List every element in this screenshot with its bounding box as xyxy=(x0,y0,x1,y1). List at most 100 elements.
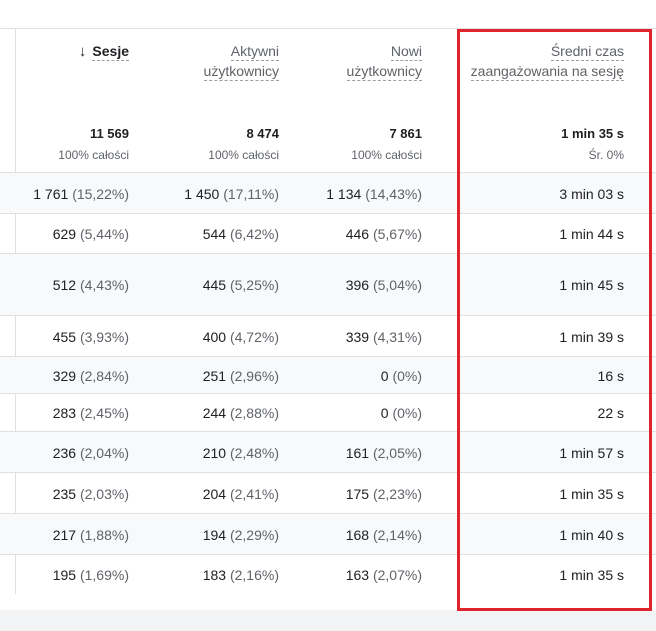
table-row[interactable]: 329 (2,84%) 251 (2,96%) 0 (0%) 16 s xyxy=(0,356,656,394)
subtotal-new-users: 100% całości xyxy=(351,148,422,162)
sessions-cell: 283 (2,45%) xyxy=(53,405,129,421)
avg-engagement-time-cell-value: 1 min 44 s xyxy=(559,226,624,242)
avg-engagement-time-cell: 3 min 03 s xyxy=(559,186,624,202)
new-users-cell-value: 175 xyxy=(345,485,370,502)
new-users-cell: 175 (2,23%) xyxy=(346,486,422,502)
new-users-cell-value: 339 xyxy=(345,328,370,345)
table-row[interactable]: 236 (2,04%) 210 (2,48%) 161 (2,05%) 1 min 5… xyxy=(0,431,656,473)
sessions-cell: 512 (4,43%) xyxy=(53,277,129,293)
sessions-cell-value: 1 761 xyxy=(33,185,69,202)
avg-engagement-time-cell-value: 1 min 39 s xyxy=(559,328,624,345)
sessions-cell-percent: (2,04%) xyxy=(79,444,129,461)
sessions-cell: 1 761 (15,22%) xyxy=(33,186,129,202)
avg-engagement-time-cell-value: 3 min 03 s xyxy=(559,185,624,202)
avg-engagement-time-cell: 16 s xyxy=(598,368,624,384)
sessions-cell: 236 (2,04%) xyxy=(53,445,129,461)
sessions-cell: 195 (1,69%) xyxy=(53,567,129,583)
new-users-cell-percent: (0%) xyxy=(392,405,422,421)
active-users-cell: 244 (2,88%) xyxy=(203,405,279,421)
sessions-cell-value: 455 xyxy=(52,328,77,345)
new-users-cell-percent: (0%) xyxy=(392,367,422,384)
total-new-users: 7 861 xyxy=(389,126,422,141)
avg-engagement-time-cell-value: 1 min 57 s xyxy=(559,444,624,461)
new-users-cell-value: 161 xyxy=(345,444,370,461)
table-row[interactable]: 217 (1,88%) 194 (2,29%) 168 (2,14%) 1 min 4… xyxy=(0,513,656,555)
table-top-divider xyxy=(0,28,656,29)
total-sessions: 11 569 xyxy=(89,126,129,141)
new-users-cell: 1 134 (14,43%) xyxy=(326,186,422,202)
table-row[interactable]: 235 (2,03%) 204 (2,41%) 175 (2,23%) 1 min 3… xyxy=(0,472,656,514)
sessions-cell-percent: (4,43%) xyxy=(79,277,129,293)
sessions-cell: 329 (2,84%) xyxy=(53,368,129,384)
avg-engagement-time-cell: 1 min 39 s xyxy=(559,329,624,345)
subtotal-sessions: 100% całości xyxy=(58,148,129,162)
table-row[interactable]: 1 761 (15,22%) 1 450 (17,11%) 1 134 (14,43… xyxy=(0,172,656,214)
new-users-cell-value: 446 xyxy=(345,226,370,242)
new-users-cell: 163 (2,07%) xyxy=(346,567,422,583)
sessions-cell: 629 (5,44%) xyxy=(53,226,129,242)
table-row[interactable]: 512 (4,43%) 445 (5,25%) 396 (5,04%) 1 min 4… xyxy=(0,253,656,316)
table-row[interactable]: 195 (1,69%) 183 (2,16%) 163 (2,07%) 1 min 3… xyxy=(0,554,656,595)
table-row[interactable]: 629 (5,44%) 544 (6,42%) 446 (5,67%) 1 min 4… xyxy=(0,213,656,254)
active-users-cell-percent: (2,29%) xyxy=(229,526,279,543)
active-users-cell: 210 (2,48%) xyxy=(203,445,279,461)
column-header-active-users[interactable]: Aktywni użytkownicy xyxy=(203,43,279,81)
sessions-cell-value: 235 xyxy=(52,485,77,502)
avg-engagement-time-cell: 1 min 57 s xyxy=(559,445,624,461)
active-users-cell-percent: (5,25%) xyxy=(229,277,279,293)
subtotal-active-users: 100% całości xyxy=(208,148,279,162)
table-footer-band xyxy=(0,610,656,631)
active-users-cell-value: 544 xyxy=(202,226,227,242)
active-users-cell: 544 (6,42%) xyxy=(203,226,279,242)
active-users-cell-value: 251 xyxy=(202,367,227,384)
new-users-cell-percent: (5,04%) xyxy=(372,277,422,293)
sessions-cell-percent: (15,22%) xyxy=(72,185,129,202)
avg-engagement-time-cell-value: 22 s xyxy=(597,405,624,421)
new-users-cell: 161 (2,05%) xyxy=(346,445,422,461)
sessions-cell-value: 329 xyxy=(52,367,77,384)
new-users-cell: 339 (4,31%) xyxy=(346,329,422,345)
sessions-cell: 217 (1,88%) xyxy=(53,527,129,543)
table-header: ↓ Sesje Aktywni użytkownicy Nowi użytkown… xyxy=(0,29,656,172)
column-header-avg-engagement-time[interactable]: Średni czas zaangażowania na sesję xyxy=(470,43,624,81)
sessions-cell-value: 217 xyxy=(52,526,77,543)
sessions-cell-value: 629 xyxy=(52,226,77,242)
sessions-cell-value: 512 xyxy=(52,277,77,293)
active-users-cell-percent: (2,48%) xyxy=(229,444,279,461)
arrow-down-icon[interactable]: ↓ xyxy=(78,43,87,60)
new-users-cell: 446 (5,67%) xyxy=(346,226,422,242)
new-users-cell: 0 (0%) xyxy=(381,405,422,421)
sessions-cell-value: 195 xyxy=(52,567,77,583)
active-users-cell-percent: (6,42%) xyxy=(229,226,279,242)
avg-engagement-time-cell: 1 min 35 s xyxy=(559,486,624,502)
new-users-cell-value: 1 134 xyxy=(326,185,362,202)
active-users-cell-percent: (2,88%) xyxy=(229,405,279,421)
avg-engagement-time-cell: 1 min 35 s xyxy=(559,567,624,583)
new-users-cell-value: 168 xyxy=(345,526,370,543)
active-users-cell-percent: (2,41%) xyxy=(229,485,279,502)
new-users-cell-value: 0 xyxy=(380,367,389,384)
new-users-cell-percent: (4,31%) xyxy=(372,328,422,345)
new-users-cell-percent: (2,05%) xyxy=(372,444,422,461)
table-row[interactable]: 455 (3,93%) 400 (4,72%) 339 (4,31%) 1 min 3… xyxy=(0,315,656,357)
new-users-cell-percent: (5,67%) xyxy=(372,226,422,242)
active-users-cell: 445 (5,25%) xyxy=(203,277,279,293)
active-users-cell-value: 400 xyxy=(202,328,227,345)
sessions-cell-percent: (3,93%) xyxy=(79,328,129,345)
column-header-sessions[interactable]: ↓ Sesje xyxy=(78,43,129,61)
new-users-cell-value: 396 xyxy=(345,277,370,293)
table-row[interactable]: 283 (2,45%) 244 (2,88%) 0 (0%) 22 s xyxy=(0,393,656,432)
active-users-cell: 194 (2,29%) xyxy=(203,527,279,543)
sessions-cell-percent: (1,88%) xyxy=(79,526,129,543)
active-users-cell: 183 (2,16%) xyxy=(203,567,279,583)
total-active-users: 8 474 xyxy=(246,126,279,141)
active-users-cell-value: 183 xyxy=(202,567,227,583)
avg-engagement-time-cell-value: 1 min 35 s xyxy=(559,485,624,502)
new-users-cell-percent: (14,43%) xyxy=(365,185,422,202)
new-users-cell-value: 163 xyxy=(345,567,370,583)
avg-engagement-time-cell-value: 1 min 35 s xyxy=(559,567,624,583)
avg-engagement-time-cell: 1 min 40 s xyxy=(559,527,624,543)
active-users-cell: 400 (4,72%) xyxy=(203,329,279,345)
column-header-new-users[interactable]: Nowi użytkownicy xyxy=(346,43,422,81)
avg-engagement-time-cell-value: 16 s xyxy=(597,367,624,384)
